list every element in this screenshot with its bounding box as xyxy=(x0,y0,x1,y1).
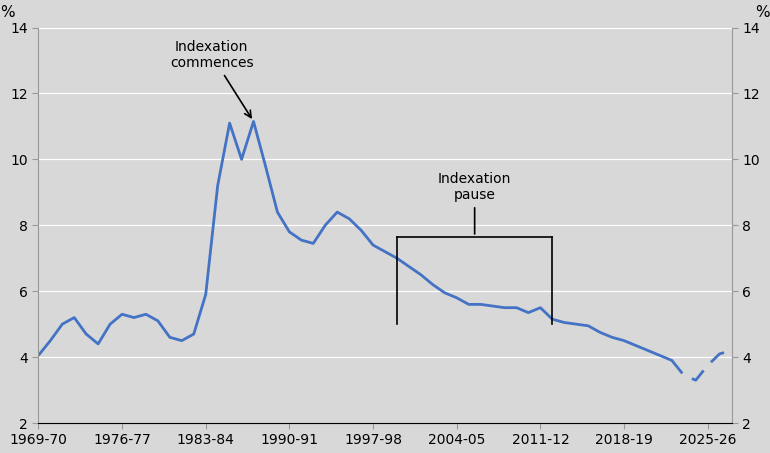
Text: Indexation
commences: Indexation commences xyxy=(170,40,253,117)
Text: %: % xyxy=(0,5,15,19)
Text: Indexation
pause: Indexation pause xyxy=(438,172,511,234)
Text: %: % xyxy=(755,5,770,19)
